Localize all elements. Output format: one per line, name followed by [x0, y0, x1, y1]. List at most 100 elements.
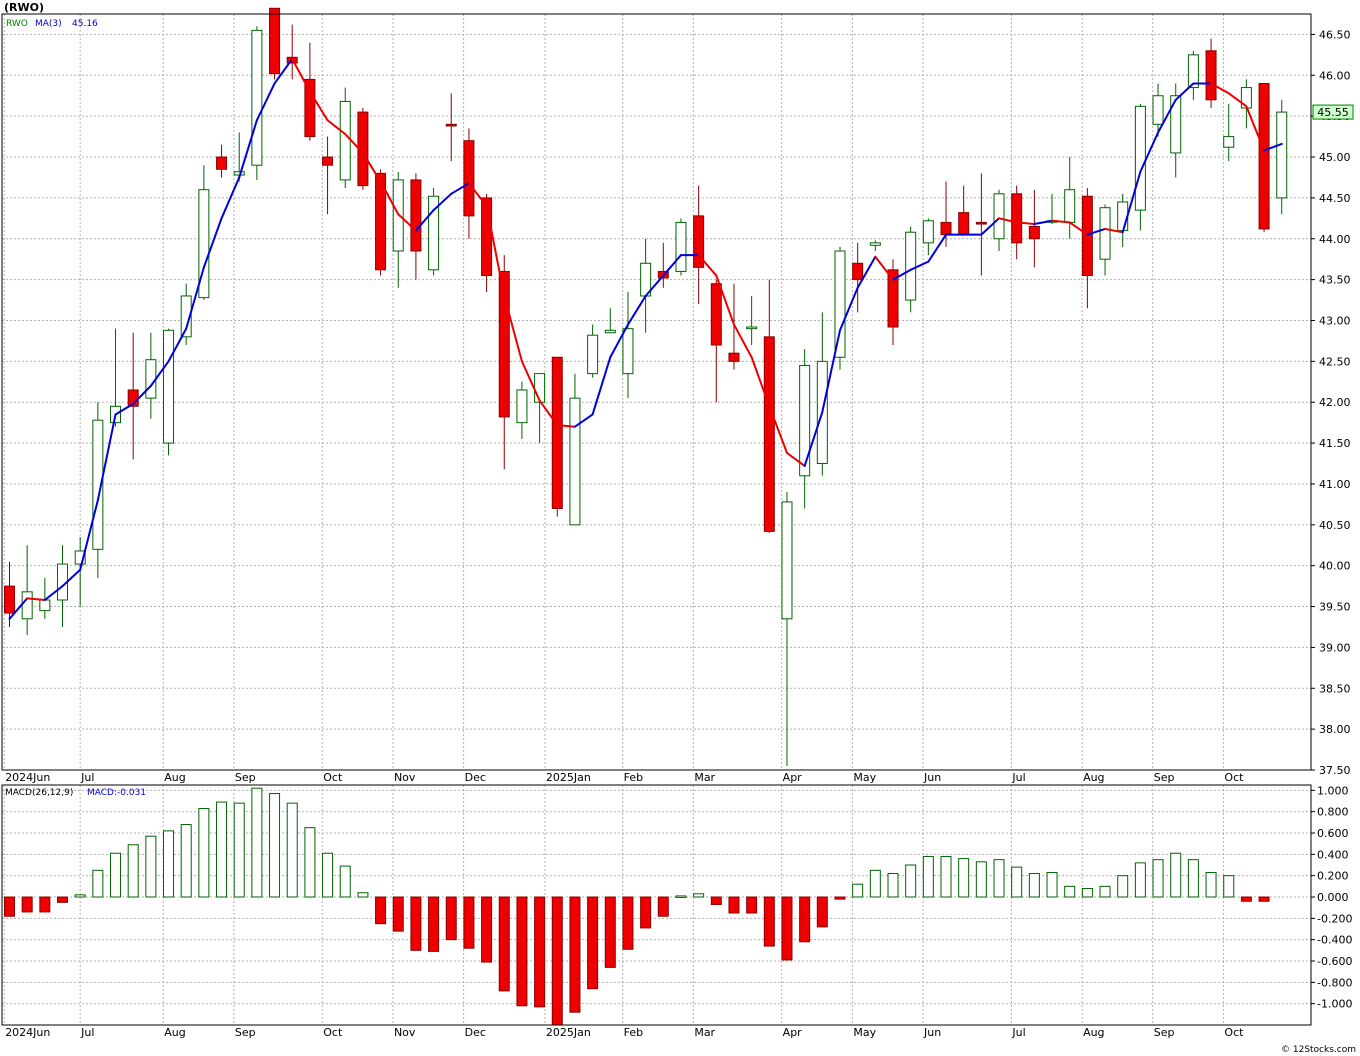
macd-bar-negative	[534, 896, 546, 1008]
ma3-segment	[1227, 92, 1248, 108]
ma3-segment	[1015, 221, 1036, 226]
macd-bar-negative	[657, 896, 669, 917]
candle-body	[975, 221, 987, 225]
candle-down	[1028, 189, 1040, 268]
macd-month-label: Oct	[1224, 1026, 1244, 1039]
candle-down	[4, 561, 15, 627]
ma3-segment	[1157, 98, 1177, 134]
ma3-segment	[626, 294, 647, 326]
macd-month-label: Sep	[1154, 1026, 1175, 1039]
candle-body	[1134, 105, 1146, 211]
candle-down	[1081, 188, 1093, 309]
ma3-segment	[573, 413, 594, 428]
candle-body	[269, 7, 281, 75]
price-month-label: May	[853, 771, 876, 784]
candle-body	[163, 329, 175, 444]
macd-bar-negative	[445, 896, 457, 941]
macd-month-label: Oct	[323, 1026, 343, 1039]
macd-tick-label: 0.200	[1317, 870, 1349, 883]
candle-body	[569, 397, 581, 526]
candle-body	[993, 193, 1005, 240]
ma3-segment	[220, 176, 241, 220]
candle-body	[728, 352, 740, 362]
ma3-segment	[414, 209, 435, 232]
candle-body	[516, 389, 528, 424]
candle-body	[534, 373, 546, 403]
ma3-segment	[43, 585, 64, 602]
macd-bar-positive	[233, 802, 245, 898]
ticker-label: RWO	[6, 19, 28, 29]
price-tick-label: 40.00	[1319, 560, 1351, 573]
price-tag-text: 45.55	[1317, 106, 1349, 119]
ma3-segment	[1086, 227, 1107, 236]
macd-bar-positive	[339, 865, 351, 898]
ma3-segment	[1210, 82, 1230, 95]
macd-month-label: Jun	[923, 1026, 941, 1039]
macd-bar-positive	[1117, 875, 1129, 898]
price-month-label: Dec	[465, 771, 486, 784]
candle-up	[675, 218, 687, 276]
ma3-segment	[644, 274, 665, 297]
ma3-segment	[1051, 219, 1071, 224]
candle-body	[39, 599, 51, 612]
macd-bar-positive	[322, 852, 334, 898]
macd-tick-label: 0.400	[1317, 848, 1349, 861]
macd-month-label: Aug	[164, 1026, 185, 1039]
candle-body	[587, 334, 599, 375]
macd-tick-label: -0.600	[1317, 955, 1352, 968]
ma3-segment	[1033, 219, 1054, 226]
ma3-segments	[8, 57, 1283, 620]
candle-body	[198, 189, 210, 299]
candle-body	[834, 250, 846, 358]
ma3-segment	[1104, 227, 1124, 234]
macd-month-label: Nov	[394, 1026, 416, 1039]
macd-bar-positive	[922, 855, 934, 898]
ma3-segment	[8, 597, 29, 620]
price-tick-label: 38.00	[1319, 723, 1351, 736]
price-tick-label: 37.50	[1319, 764, 1351, 777]
macd-bar-positive	[180, 823, 192, 898]
macd-bar-positive	[993, 859, 1005, 898]
candle-up	[1099, 204, 1111, 276]
candle-down	[445, 93, 457, 162]
candle-body	[216, 156, 228, 170]
ma3-segment	[556, 424, 576, 428]
candle-body	[339, 100, 351, 181]
macd-label: MACD(26,12,9)	[5, 788, 73, 798]
ma3-segment	[344, 133, 364, 154]
price-tick-label: 39.00	[1319, 641, 1351, 654]
macd-month-label: Dec	[465, 1026, 486, 1039]
ma-label: MA(3)	[35, 19, 62, 29]
ma3-segment	[149, 360, 170, 387]
macd-x-axis: 2024Jun Jul Aug Sep Oct Nov Dec 2025Jan Feb Mar Ap…	[5, 1026, 1244, 1039]
candle-up	[993, 189, 1005, 252]
candle-body	[74, 550, 86, 565]
candle-body	[799, 364, 811, 477]
macd-bar-positive	[940, 855, 952, 898]
watermark: © 12Stocks.com	[1281, 1045, 1356, 1055]
macd-bar-positive	[975, 861, 987, 898]
candle-body	[604, 329, 616, 334]
candle-body	[852, 262, 864, 281]
candle-body	[21, 591, 33, 620]
macd-bar-positive	[1081, 887, 1093, 898]
price-tick-label: 40.50	[1319, 519, 1351, 532]
macd-bar-negative	[57, 896, 69, 903]
macd-tick-label: -0.200	[1317, 912, 1352, 925]
macd-tick-label: -1.000	[1317, 998, 1352, 1011]
candle-down	[887, 259, 899, 346]
ma3-segment	[255, 82, 276, 122]
macd-month-label: 2024Jun	[5, 1026, 50, 1039]
macd-bar-positive	[852, 883, 864, 898]
macd-bar-positive	[958, 858, 970, 898]
candle-up	[251, 26, 263, 180]
macd-bar-positive	[286, 802, 298, 898]
price-month-label: Jul	[80, 771, 94, 784]
ma3-segment	[273, 57, 294, 85]
ma3-segment	[750, 356, 771, 408]
ma3-segment	[520, 360, 541, 402]
candle-body	[463, 140, 475, 217]
macd-bar-negative	[463, 896, 475, 949]
macd-bar-negative	[763, 896, 775, 947]
